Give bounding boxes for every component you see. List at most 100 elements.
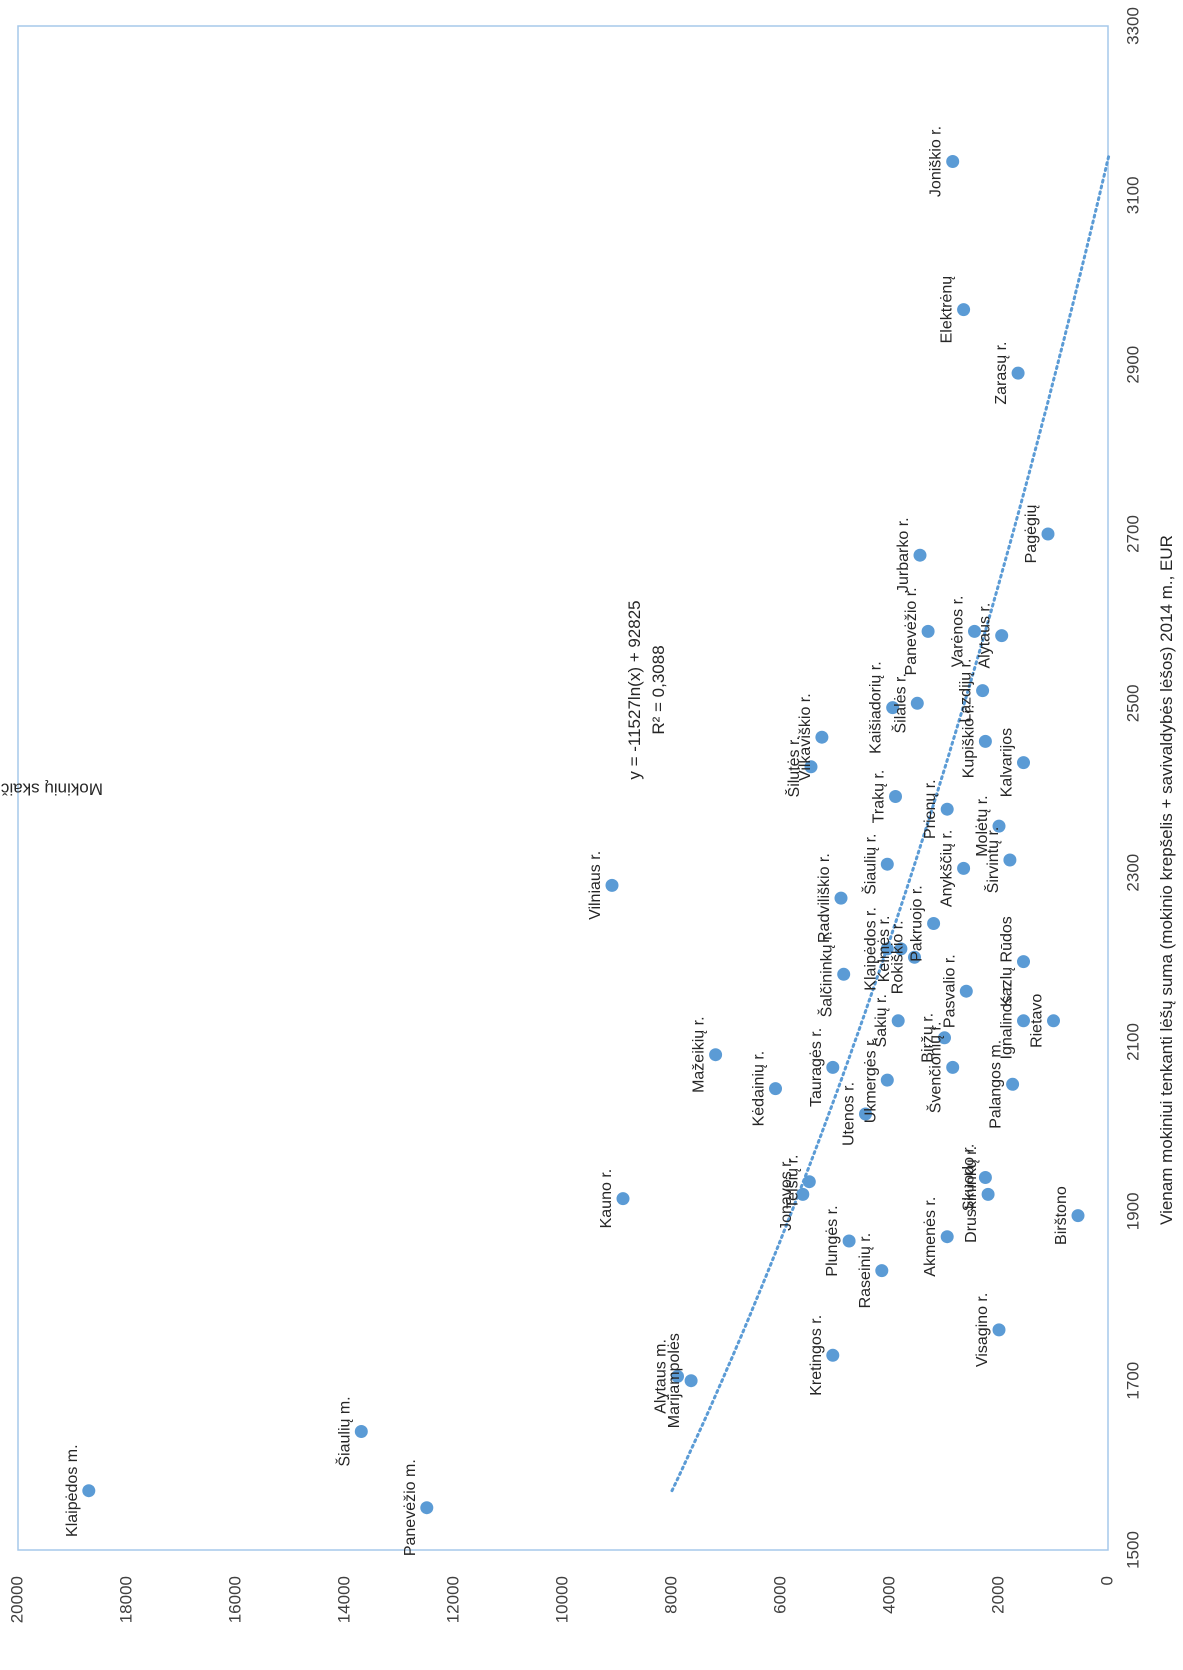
point-label-group: Biržų r. bbox=[920, 1013, 937, 1063]
point-label: Lazdijų r. bbox=[958, 659, 975, 723]
point-label-group: Jonavos r. bbox=[778, 1158, 795, 1231]
data-point bbox=[709, 1048, 723, 1062]
x-tick-label: 1700 bbox=[1123, 1362, 1142, 1400]
data-point bbox=[875, 1264, 889, 1278]
trendline bbox=[670, 151, 1111, 1493]
point-label: Šakių r. bbox=[871, 994, 890, 1047]
point-label-group: Pakruojo r. bbox=[909, 885, 926, 961]
point-label: Vilniaus r. bbox=[587, 851, 604, 920]
x-tick-label: 2300 bbox=[1123, 854, 1142, 892]
data-point bbox=[910, 696, 924, 710]
point-label: Jurbarko r. bbox=[895, 517, 912, 593]
data-point bbox=[1017, 955, 1030, 969]
point-label: Šilalės r. bbox=[890, 673, 909, 733]
data-point bbox=[804, 760, 818, 774]
point-label-group: Klaipėdos r. bbox=[862, 907, 879, 991]
data-point bbox=[959, 984, 973, 998]
point-label: Rietavo bbox=[1029, 994, 1046, 1048]
point-label-group: Švenčionių r. bbox=[926, 1022, 945, 1114]
data-point bbox=[1011, 366, 1025, 380]
point-label-group: Birštono bbox=[1053, 1186, 1070, 1245]
data-point bbox=[826, 1060, 840, 1074]
y-tick-label: 18000 bbox=[116, 1576, 135, 1623]
point-label: Panevėžio r. bbox=[903, 587, 920, 675]
point-label-group: Kelmės r. bbox=[876, 916, 893, 983]
x-tick-label: 1500 bbox=[1123, 1531, 1142, 1569]
point-label: Šiaulių m. bbox=[334, 1396, 353, 1466]
data-point bbox=[826, 1348, 840, 1362]
data-point bbox=[1003, 853, 1017, 867]
point-label: Panevėžio m. bbox=[402, 1459, 419, 1556]
point-label: Druskininkų r. bbox=[963, 1146, 980, 1243]
point-label-group: Kalvarijos bbox=[999, 728, 1016, 797]
x-axis-title-group: Vienam mokiniui tenkanti lėšų suma (moki… bbox=[1157, 535, 1176, 1225]
data-point bbox=[837, 967, 851, 981]
point-label: Alytaus r. bbox=[977, 603, 994, 669]
point-label: Anykščių r. bbox=[939, 830, 956, 907]
data-point bbox=[940, 1230, 954, 1244]
x-tick-3: 2100 bbox=[1123, 1023, 1142, 1061]
y-tick-9: 18000 bbox=[116, 1576, 135, 1623]
x-tick-label: 3300 bbox=[1123, 7, 1142, 45]
data-point bbox=[957, 861, 971, 875]
point-label: Kretingos r. bbox=[808, 1315, 825, 1396]
point-label: Raseinių r. bbox=[857, 1233, 874, 1309]
point-label-group: Pagėgių bbox=[1023, 505, 1040, 564]
data-point bbox=[1017, 1014, 1030, 1028]
point-label-group: Telšių r. bbox=[784, 1155, 801, 1209]
data-point bbox=[671, 1369, 684, 1383]
y-tick-0: 0 bbox=[1097, 1576, 1116, 1585]
y-tick-3: 6000 bbox=[770, 1576, 789, 1614]
point-label-group: Utenos r. bbox=[841, 1082, 858, 1146]
data-point bbox=[976, 684, 990, 698]
point-label: Telšių r. bbox=[784, 1155, 801, 1209]
point-label: Zarasų r. bbox=[993, 342, 1010, 405]
x-tick-5: 2500 bbox=[1123, 684, 1142, 722]
point-label-group: Panevėžio m. bbox=[402, 1459, 419, 1556]
point-label-group: Rokiškio r. bbox=[890, 920, 907, 994]
data-point bbox=[968, 624, 981, 638]
y-tick-label: 0 bbox=[1097, 1576, 1116, 1585]
x-tick-label: 3100 bbox=[1123, 176, 1142, 214]
trendline-equation-group: y = -11527ln(x) + 92825 R² = 0,3088 bbox=[625, 600, 668, 779]
points-layer bbox=[82, 155, 1085, 1515]
point-label-group: Klaipėdos m. bbox=[64, 1444, 81, 1537]
point-label-group: Raseinių r. bbox=[857, 1233, 874, 1309]
point-label: Pakruojo r. bbox=[909, 885, 926, 961]
x-tick-2: 1900 bbox=[1123, 1192, 1142, 1230]
x-tick-label: 2700 bbox=[1123, 515, 1142, 553]
point-label: Alytaus m. bbox=[653, 1339, 670, 1414]
data-point bbox=[894, 942, 908, 956]
point-label-group: Molėtų r. bbox=[974, 795, 991, 856]
data-point bbox=[859, 1107, 872, 1121]
y-tick-label: 2000 bbox=[988, 1576, 1007, 1614]
data-point bbox=[1006, 1077, 1020, 1091]
y-tick-label: 4000 bbox=[879, 1576, 898, 1614]
trendline-r-squared: R² = 0,3088 bbox=[649, 645, 668, 734]
point-label: Kėdainių r. bbox=[751, 1051, 768, 1127]
point-label: Klaipėdos r. bbox=[862, 907, 879, 991]
point-label-group: Prienų r. bbox=[922, 779, 939, 839]
point-label-group: Vilkaviškio r. bbox=[797, 693, 814, 781]
point-label-group: Elektrėnų bbox=[939, 276, 956, 344]
y-axis-title-group: Mokinių skaičius 2014 m. bbox=[0, 780, 103, 799]
point-labels-layer: Klaipėdos m. Šiaulių m. Panevėžio m. Vilnia… bbox=[64, 126, 1070, 1556]
point-label: Šiaulių r. bbox=[860, 834, 879, 895]
x-tick-1: 1700 bbox=[1123, 1362, 1142, 1400]
data-point bbox=[981, 1187, 995, 1201]
point-label: Molėtų r. bbox=[974, 795, 991, 856]
point-label-group: Anykščių r. bbox=[939, 830, 956, 907]
point-label: Akmenės r. bbox=[922, 1197, 939, 1277]
data-point bbox=[1041, 527, 1055, 541]
y-tick-5: 10000 bbox=[552, 1576, 571, 1623]
x-tick-label: 2100 bbox=[1123, 1023, 1142, 1061]
point-label-group: Alytaus r. bbox=[977, 603, 994, 669]
y-axis-title: Mokinių skaičius 2014 m. bbox=[0, 780, 103, 799]
point-label-group: Skuodo r. bbox=[960, 1144, 977, 1212]
point-label: Palangos m. bbox=[988, 1040, 1005, 1129]
data-point bbox=[684, 1374, 698, 1388]
data-point bbox=[946, 155, 960, 168]
y-tick-10: 20000 bbox=[7, 1576, 26, 1623]
x-axis-title: Vienam mokiniui tenkanti lėšų suma (moki… bbox=[1157, 535, 1176, 1225]
y-tick-label: 16000 bbox=[225, 1576, 244, 1623]
